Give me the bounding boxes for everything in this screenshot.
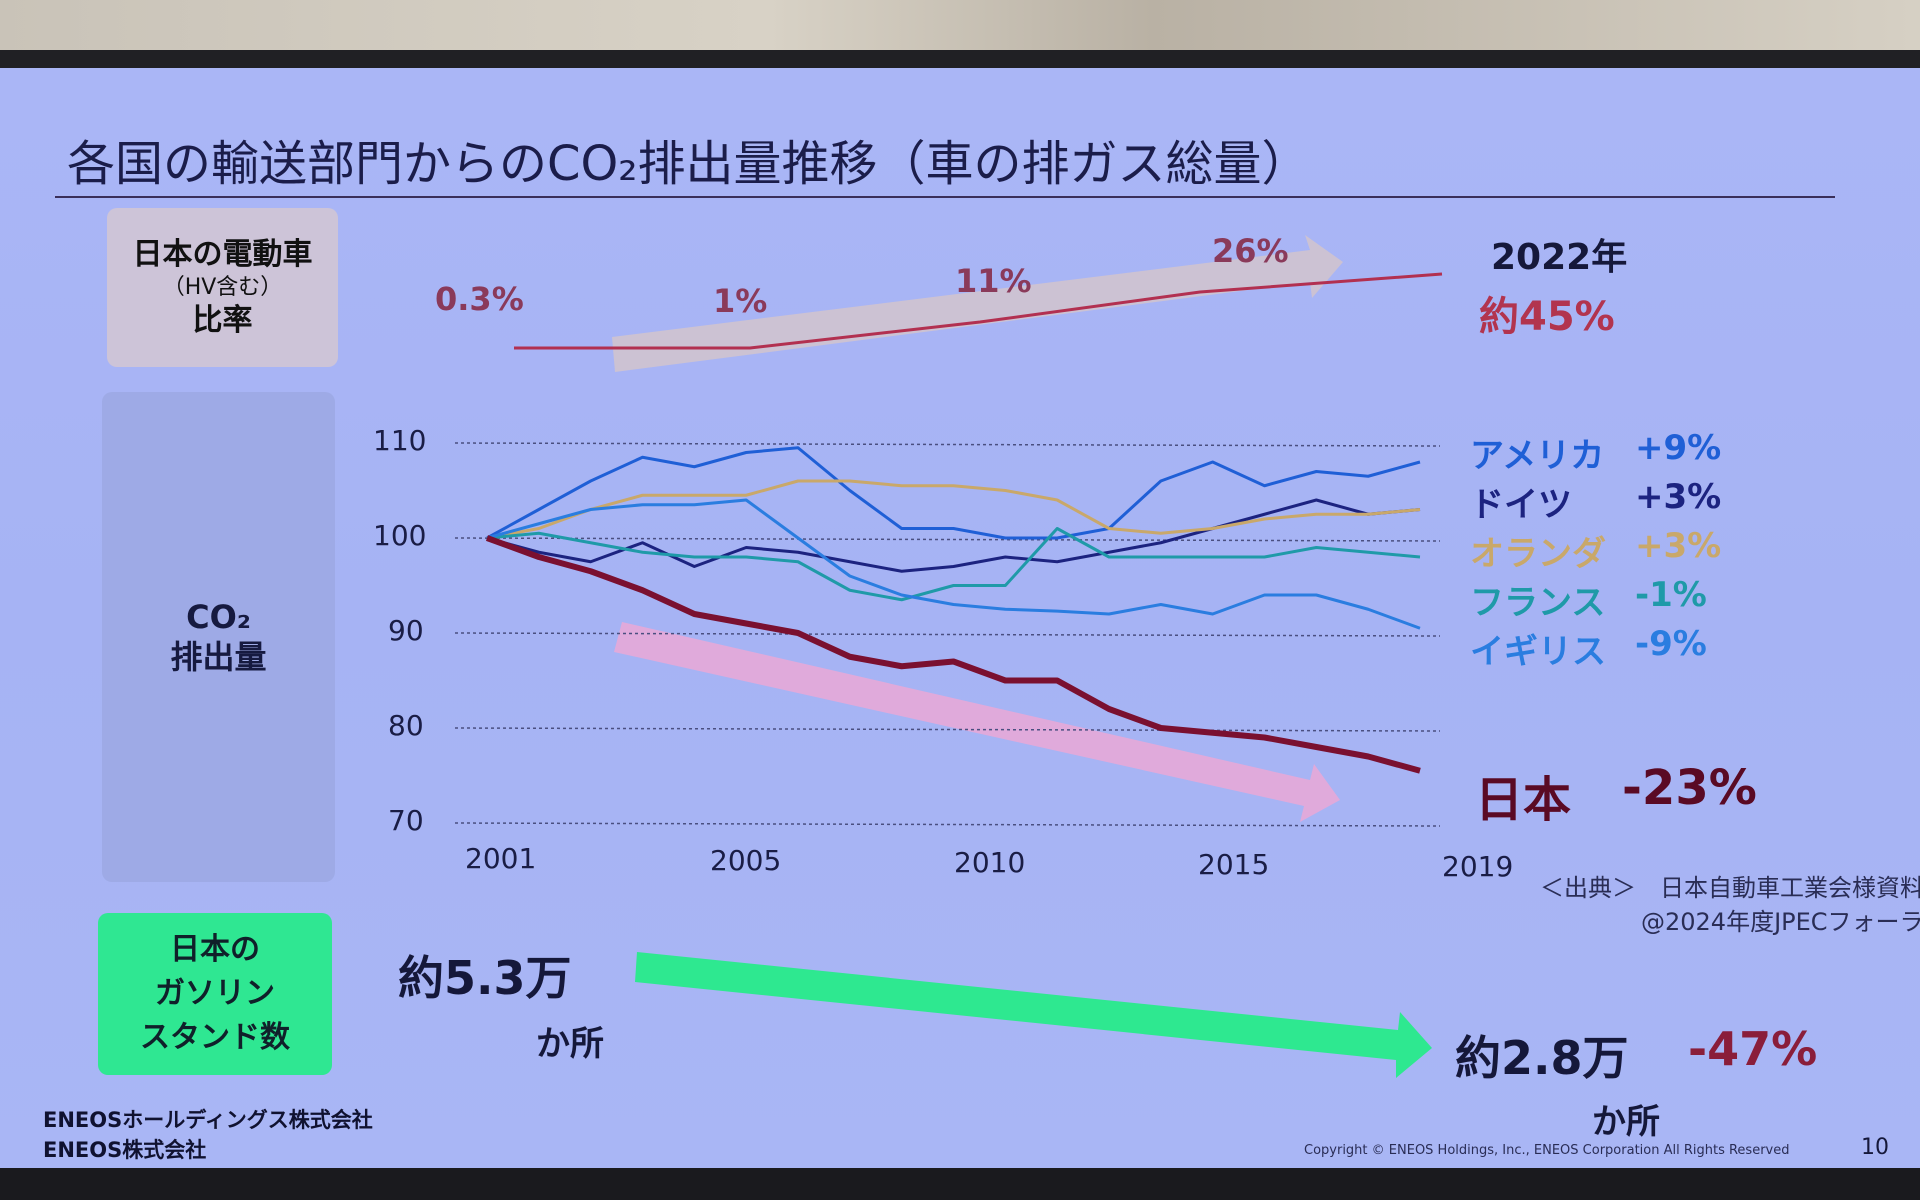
- gridline-100: [454, 537, 1441, 542]
- gas-box-line3: スタンド数: [140, 1020, 290, 1055]
- x-tick-2010: 2010: [954, 846, 1026, 879]
- y-tick-100: 100: [373, 519, 427, 552]
- ev-label-2001: 0.3%: [435, 280, 524, 318]
- series-line-5: [485, 535, 1421, 774]
- ev-trend-arrow: [612, 235, 1343, 372]
- gas-station-arrow: [635, 952, 1432, 1078]
- legend-label: フランス: [1470, 583, 1606, 623]
- copyright-text: Copyright © ENEOS Holdings, Inc., ENEOS …: [1304, 1143, 1790, 1158]
- series-line-4: [486, 498, 1421, 630]
- gas-box-line2: ガソリン: [155, 976, 275, 1011]
- gas-station-label-box: 日本の ガソリン スタンド数: [98, 913, 332, 1075]
- gridline-80: [454, 727, 1441, 732]
- ev-label-2005: 1%: [713, 282, 768, 320]
- ev-box-line1: 日本の電動車: [132, 236, 313, 272]
- legend-label: ドイツ: [1470, 485, 1572, 525]
- gas-start-unit: か所: [536, 1024, 604, 1064]
- ev-label-2010: 11%: [955, 262, 1032, 300]
- legend-label: アメリカ: [1470, 436, 1605, 476]
- japan-label: 日本: [1475, 772, 1572, 828]
- slide-title: 各国の輸送部門からのCO₂排出量推移（車の排ガス総量）: [67, 136, 1310, 192]
- legend-change: +3%: [1635, 477, 1722, 517]
- ev-ratio-line: [514, 272, 1443, 350]
- ev-box-line2: （HV含む）: [162, 274, 283, 300]
- title-rule: [55, 196, 1835, 198]
- gas-box-line1: 日本の: [170, 932, 260, 967]
- gridline-90: [454, 632, 1441, 637]
- gas-end-unit: か所: [1592, 1102, 1660, 1142]
- x-tick-2019: 2019: [1442, 850, 1514, 883]
- co2-box-line1: CO₂: [186, 598, 251, 636]
- gas-end-change: -47%: [1688, 1022, 1818, 1076]
- japan-change: -23%: [1622, 760, 1757, 816]
- series-line-0: [486, 446, 1421, 540]
- legend-change: +9%: [1635, 428, 1722, 468]
- legend-label: オランダ: [1470, 534, 1606, 574]
- x-tick-2015: 2015: [1198, 848, 1270, 881]
- source-line1: ＜出典＞ 日本自動車工業会様資料: [1540, 874, 1920, 902]
- co2-label-box: CO₂ 排出量: [102, 392, 335, 882]
- eneos-corp-logo: ENEOS株式会社: [43, 1138, 207, 1162]
- co2-box-line2: 排出量: [170, 638, 267, 676]
- ev-box-line3: 比率: [192, 302, 253, 338]
- legend-change: -1%: [1635, 575, 1707, 615]
- series-line-3: [486, 527, 1421, 602]
- series-line-2: [486, 479, 1421, 540]
- japan-trend-arrow: [614, 622, 1340, 822]
- legend-change: +3%: [1635, 526, 1722, 566]
- x-tick-2005: 2005: [710, 844, 782, 877]
- gridline-70: [454, 822, 1441, 827]
- legend-change: -9%: [1635, 624, 1707, 664]
- gridline-110: [454, 442, 1441, 447]
- gas-start-value: 約5.3万: [398, 951, 572, 1005]
- y-tick-70: 70: [388, 804, 424, 837]
- ev-label-2015: 26%: [1212, 232, 1289, 270]
- series-line-1: [486, 498, 1421, 573]
- ev-final-year: 2022年: [1491, 237, 1628, 278]
- y-tick-110: 110: [373, 424, 427, 457]
- y-tick-90: 90: [388, 614, 424, 647]
- gas-end-value: 約2.8万: [1455, 1031, 1629, 1085]
- x-tick-2001: 2001: [465, 842, 537, 875]
- eneos-holdings-logo: ENEOSホールディングス株式会社: [43, 1108, 373, 1132]
- page-number: 10: [1861, 1135, 1889, 1160]
- legend-label: イギリス: [1470, 632, 1606, 672]
- ev-ratio-label-box: 日本の電動車 （HV含む） 比率: [107, 208, 338, 367]
- source-line2: @2024年度JPECフォーラム: [1641, 908, 1920, 936]
- ev-final-value: 約45%: [1479, 294, 1615, 340]
- y-tick-80: 80: [388, 709, 424, 742]
